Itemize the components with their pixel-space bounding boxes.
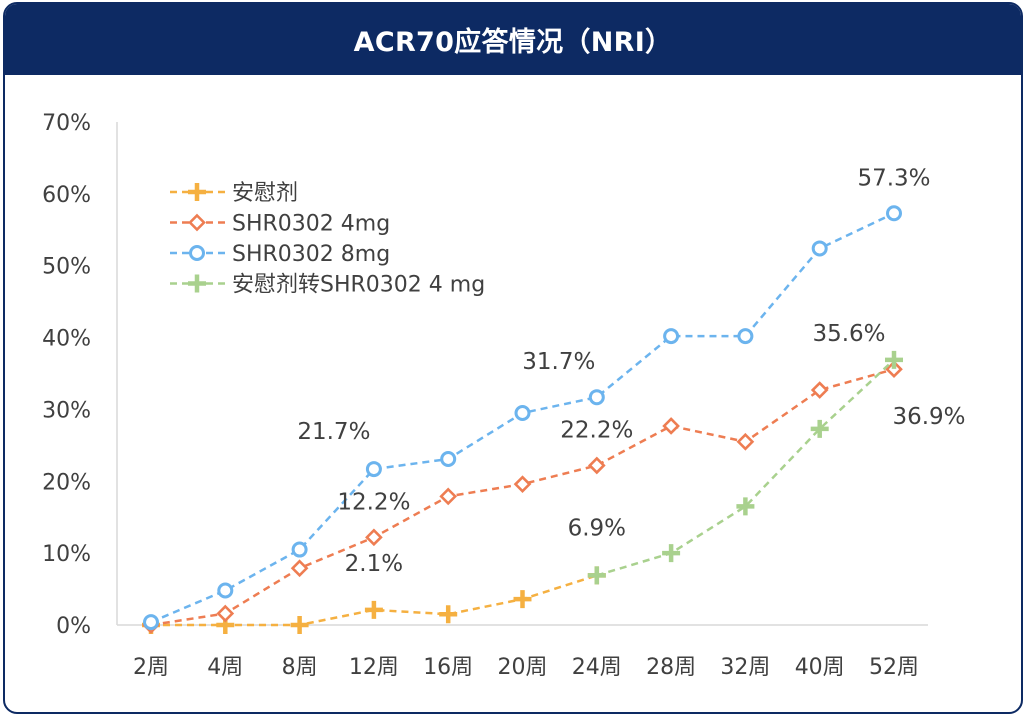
data-point bbox=[587, 566, 606, 585]
legend-label: SHR0302 8mg bbox=[232, 242, 390, 267]
data-point bbox=[290, 559, 309, 578]
data-point bbox=[439, 605, 458, 624]
data-point bbox=[737, 328, 754, 345]
y-tick-label: 60% bbox=[42, 183, 91, 208]
legend-marker bbox=[188, 213, 206, 232]
data-point bbox=[290, 616, 309, 634]
y-tick-label: 20% bbox=[42, 470, 91, 495]
x-tick-label: 40周 bbox=[795, 655, 845, 680]
data-point bbox=[662, 544, 681, 563]
data-point bbox=[886, 205, 902, 222]
x-tick-label: 28周 bbox=[646, 655, 696, 680]
chart-title: ACR70应答情况（NRI） bbox=[5, 4, 1021, 75]
y-tick-label: 0% bbox=[56, 614, 91, 639]
x-tick-label: 8周 bbox=[282, 655, 318, 680]
x-tick-label: 24周 bbox=[572, 655, 622, 680]
x-tick-label: 2周 bbox=[133, 655, 169, 680]
data-point bbox=[217, 582, 234, 599]
data-point bbox=[736, 497, 755, 516]
data-label: 2.1% bbox=[345, 551, 403, 577]
legend-label: 安慰剂转SHR0302 4 mg bbox=[232, 273, 485, 298]
data-label: 22.2% bbox=[560, 417, 633, 443]
data-point bbox=[365, 461, 382, 478]
data-label: 36.9% bbox=[892, 404, 965, 430]
y-tick-label: 70% bbox=[42, 111, 91, 136]
data-label: 31.7% bbox=[522, 349, 595, 375]
legend-marker bbox=[188, 274, 206, 293]
data-point bbox=[440, 451, 457, 468]
data-point bbox=[365, 528, 383, 547]
data-label: 21.7% bbox=[297, 419, 370, 445]
y-tick-label: 10% bbox=[42, 542, 91, 567]
data-point bbox=[513, 590, 532, 609]
data-point bbox=[513, 475, 532, 493]
data-point bbox=[885, 360, 903, 379]
x-tick-label: 32周 bbox=[720, 655, 770, 680]
data-point bbox=[810, 381, 829, 399]
y-tick-label: 40% bbox=[42, 327, 91, 352]
line-chart: 0% 10% 20% 30% 40% 50% 60% 70% 2周 4周 8周 12周 16周 20周 24… bbox=[42, 111, 965, 680]
x-tick-label: 52周 bbox=[869, 655, 919, 680]
data-point bbox=[514, 405, 531, 422]
data-point bbox=[291, 541, 308, 558]
data-label: 57.3% bbox=[857, 165, 930, 191]
x-tick-label: 20周 bbox=[498, 655, 548, 680]
x-tick-label: 4周 bbox=[207, 655, 243, 680]
data-point bbox=[810, 419, 829, 438]
data-point bbox=[364, 600, 383, 619]
data-point bbox=[736, 432, 755, 451]
data-point bbox=[439, 487, 458, 506]
data-label: 6.9% bbox=[568, 515, 626, 541]
data-point bbox=[143, 614, 159, 631]
series-line bbox=[596, 358, 895, 577]
data-point bbox=[662, 417, 680, 435]
data-point bbox=[885, 350, 903, 369]
data-point bbox=[216, 604, 235, 623]
legend-marker bbox=[188, 183, 206, 201]
legend-marker bbox=[189, 245, 205, 261]
y-tick-label: 30% bbox=[42, 398, 91, 423]
y-tick-label: 50% bbox=[42, 255, 91, 280]
data-label: 35.6% bbox=[812, 321, 885, 347]
legend-label: SHR0302 4mg bbox=[232, 212, 390, 237]
chart-card: ACR70应答情况（NRI） 0% 10% 20% 30% 40% 50% 60% 70% 2周… bbox=[3, 2, 1023, 714]
data-point bbox=[663, 328, 680, 345]
data-label: 12.2% bbox=[337, 489, 410, 515]
x-tick-label: 16周 bbox=[423, 655, 473, 680]
legend-label: 安慰剂 bbox=[232, 181, 298, 206]
x-tick-label: 12周 bbox=[349, 655, 399, 680]
data-point bbox=[811, 240, 828, 257]
data-point bbox=[587, 456, 606, 475]
data-point bbox=[588, 389, 605, 406]
